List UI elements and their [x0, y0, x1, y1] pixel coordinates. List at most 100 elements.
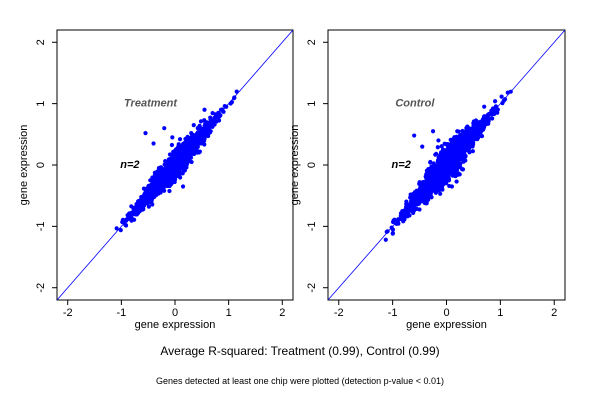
panel-1-point: [228, 101, 233, 106]
panel-2-point: [401, 215, 406, 220]
panel-2-point: [487, 112, 492, 117]
panel-1-point: [156, 176, 161, 182]
panel-2-point: [499, 94, 504, 99]
panel-1-point: [169, 142, 175, 148]
panel-2-point: [461, 157, 466, 162]
panel-1-point: [148, 178, 153, 183]
panel-1-point: [142, 192, 147, 197]
panel-2-point: [439, 161, 444, 167]
panel-2-y-tick-label: 1: [306, 101, 318, 107]
panel-2-point: [440, 170, 445, 176]
panel-1-point: [151, 183, 156, 188]
panel-1-point: [168, 181, 173, 186]
panel-2-point: [478, 130, 483, 135]
panel-1-outlier-point: [170, 135, 175, 140]
panel-2-point: [475, 125, 480, 130]
panel-2-point: [480, 126, 485, 132]
panel-2-outlier-point: [412, 133, 417, 138]
panel-1-point: [129, 204, 134, 209]
panel-1-y-tick-label: 2: [35, 39, 47, 45]
panel-1-point: [203, 121, 208, 126]
panel-2-point: [404, 209, 410, 215]
panel-1-point: [163, 180, 168, 185]
panel-1-point: [208, 117, 213, 122]
panel-1-y-tick-label: -1: [35, 221, 47, 231]
panel-2-point: [501, 98, 506, 103]
panel-1-point: [196, 136, 201, 142]
panel-2-y-tick-label: -2: [306, 283, 318, 293]
panel-2-point: [437, 166, 442, 171]
panel-2-point: [475, 136, 480, 142]
panel-1-point: [167, 152, 173, 157]
panel-2: -2 -1 0 1 2 -2 -1 0 1 2 gene expression gene expres…: [289, 29, 566, 331]
panel-1-x-tick-label: 0: [172, 307, 178, 319]
panel-2-point: [490, 109, 495, 114]
panel-2-point: [433, 190, 438, 195]
panel-2-point: [444, 147, 449, 153]
panel-1-outlier-point: [156, 165, 162, 171]
panel-2-point: [455, 152, 460, 157]
panel-1-point: [131, 207, 137, 212]
panel-1-point: [188, 154, 193, 159]
panel-1-point: [195, 133, 200, 138]
panel-1-point: [155, 187, 160, 192]
panel-2-outlier-point: [482, 104, 487, 109]
panel-1-x-tick-label: 1: [226, 307, 232, 319]
panel-1-point: [129, 210, 134, 216]
panel-1-point: [220, 108, 225, 113]
panel-2-point: [416, 192, 421, 198]
panel-2-point: [470, 149, 475, 154]
panel-2-point: [438, 158, 443, 163]
panel-1-points: [114, 89, 239, 233]
panel-2-point: [413, 199, 418, 204]
panel-1-title: Treatment: [124, 98, 178, 110]
panel-1-point: [189, 159, 194, 165]
panel-2-point: [435, 185, 440, 191]
panel-2-point: [457, 137, 462, 142]
panel-2-point: [493, 104, 498, 109]
panel-1-point: [193, 141, 198, 146]
panel-1-point: [189, 131, 194, 136]
panel-2-point: [440, 187, 445, 192]
panel-1-point: [168, 169, 173, 175]
panel-2-point: [425, 191, 431, 197]
panel-2-x-axis-label: gene expression: [406, 319, 487, 331]
panel-2-point: [425, 187, 430, 192]
panel-2-n-annotation: n=2: [392, 159, 411, 171]
panel-1-point: [163, 166, 168, 171]
panel-1-point: [141, 207, 146, 212]
panel-1-point: [134, 212, 140, 217]
panel-2-y-tick-label: 2: [306, 39, 318, 45]
panel-2-point: [447, 167, 452, 172]
panel-1-point: [210, 124, 215, 129]
panel-2-y-axis-label: gene expression: [289, 125, 301, 206]
panel-1-point: [173, 158, 178, 163]
panel-1-point: [184, 165, 189, 170]
panel-2-point: [422, 200, 427, 205]
panel-2-point: [424, 168, 429, 173]
panel-2-outlier-point: [428, 159, 433, 165]
panel-2-point: [449, 148, 455, 153]
panel-1-point: [178, 157, 183, 162]
panel-2-point: [445, 163, 450, 168]
panel-1-point: [203, 128, 208, 133]
panel-2-point: [390, 231, 395, 236]
panel-1-y-axis-label: gene expression: [18, 125, 30, 206]
panel-2-point: [474, 133, 479, 138]
panel-2-point: [437, 153, 442, 158]
panel-1-point: [165, 160, 170, 166]
panel-1-x-tick-label: -2: [63, 307, 73, 319]
panel-2-point: [407, 213, 412, 218]
panel-1-point: [234, 89, 239, 94]
panel-2-point: [401, 219, 406, 224]
panel-1-point: [205, 131, 210, 136]
panel-2-point: [443, 141, 448, 147]
panel-2-point: [430, 188, 436, 193]
panel-1-outlier-point: [162, 126, 167, 131]
panel-2-point: [485, 121, 490, 126]
panel-2-outlier-point: [449, 184, 454, 189]
panel-2-point: [410, 205, 415, 210]
panel-1-point: [140, 200, 145, 205]
panel-1-point: [176, 154, 181, 159]
panel-2-y-tick-label: 0: [306, 162, 318, 168]
